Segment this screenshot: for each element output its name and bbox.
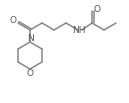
Text: O: O [26, 68, 34, 77]
Text: O: O [10, 15, 17, 25]
Text: N: N [27, 34, 33, 43]
Text: NH: NH [72, 26, 86, 35]
Text: O: O [94, 5, 100, 13]
